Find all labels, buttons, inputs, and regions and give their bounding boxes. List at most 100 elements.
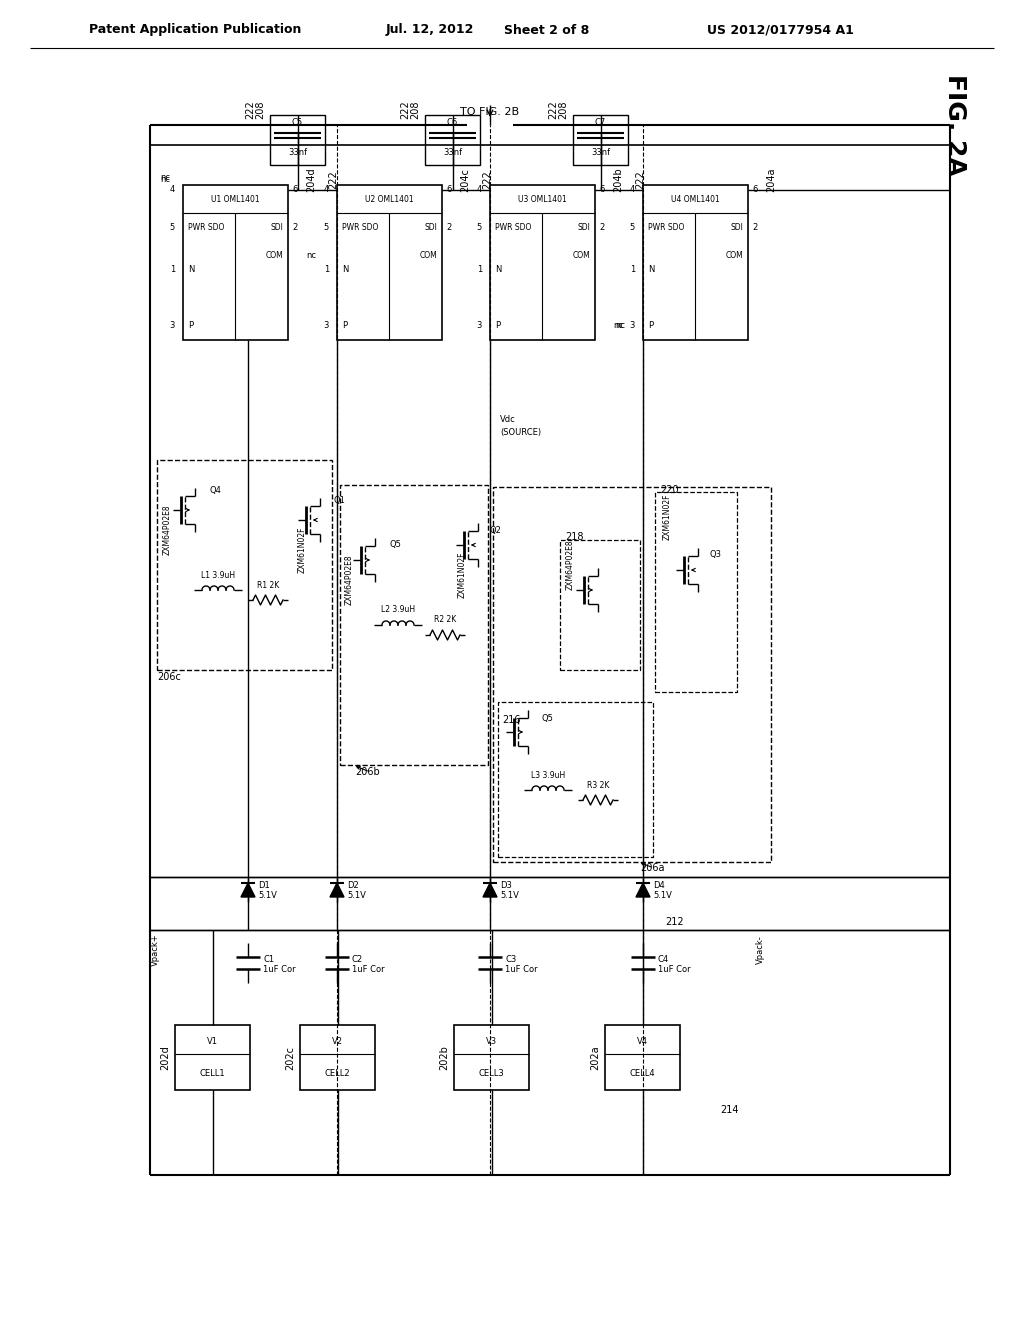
Polygon shape — [241, 883, 255, 898]
Bar — [183, 185, 288, 341]
Bar — [425, 115, 480, 165]
Text: Q4: Q4 — [210, 486, 222, 495]
Bar — [157, 459, 332, 671]
Text: 6: 6 — [599, 186, 604, 194]
Text: PWR SDO: PWR SDO — [648, 223, 684, 231]
Text: C7: C7 — [595, 117, 606, 127]
Bar — [490, 185, 595, 341]
Text: 4: 4 — [170, 186, 175, 194]
Text: 4: 4 — [324, 186, 329, 194]
Text: COM: COM — [419, 251, 437, 260]
Text: V2: V2 — [332, 1036, 343, 1045]
Text: 202d: 202d — [160, 1045, 170, 1071]
Text: L3 3.9uH: L3 3.9uH — [530, 771, 565, 780]
Polygon shape — [636, 883, 650, 898]
Text: 202c: 202c — [285, 1045, 295, 1069]
Text: C1: C1 — [263, 954, 274, 964]
Text: 4: 4 — [477, 186, 482, 194]
Text: U4 OML1401: U4 OML1401 — [671, 194, 720, 203]
Text: C6: C6 — [446, 117, 458, 127]
Text: 1uF Cor: 1uF Cor — [505, 965, 538, 974]
Text: ZXM61N02F: ZXM61N02F — [298, 527, 307, 573]
Bar — [454, 1026, 529, 1090]
Text: TO FIG. 2B: TO FIG. 2B — [461, 107, 519, 117]
Text: SDI: SDI — [730, 223, 743, 231]
Text: 3: 3 — [324, 322, 329, 330]
Text: 33nf: 33nf — [443, 148, 462, 157]
Text: CELL4: CELL4 — [630, 1069, 655, 1078]
Text: COM: COM — [265, 251, 283, 260]
Text: 212: 212 — [665, 917, 684, 927]
Polygon shape — [330, 883, 344, 898]
Bar — [175, 1026, 250, 1090]
Text: 5: 5 — [630, 223, 635, 231]
Bar — [643, 185, 748, 341]
Bar — [573, 115, 628, 165]
Text: 206a: 206a — [640, 863, 665, 873]
Bar — [655, 492, 737, 692]
Text: U1 OML1401: U1 OML1401 — [211, 194, 260, 203]
Text: 1uF Cor: 1uF Cor — [658, 965, 690, 974]
Text: PWR SDO: PWR SDO — [342, 223, 379, 231]
Text: 5.1V: 5.1V — [347, 891, 366, 900]
Bar — [605, 1026, 680, 1090]
Text: C3: C3 — [505, 954, 516, 964]
Text: N: N — [342, 265, 348, 275]
Text: 1: 1 — [630, 265, 635, 275]
Text: 204a: 204a — [766, 168, 776, 193]
Text: CELL2: CELL2 — [325, 1069, 350, 1078]
Text: COM: COM — [572, 251, 590, 260]
Bar — [340, 484, 488, 766]
Text: 6: 6 — [446, 186, 452, 194]
Bar — [337, 185, 442, 341]
Text: 3: 3 — [170, 322, 175, 330]
Text: 204c: 204c — [460, 168, 470, 191]
Text: 5: 5 — [477, 223, 482, 231]
Text: Q1: Q1 — [333, 495, 345, 504]
Text: 1: 1 — [324, 265, 329, 275]
Bar — [493, 487, 771, 862]
Text: SDI: SDI — [424, 223, 437, 231]
Text: Vpack-: Vpack- — [756, 936, 765, 965]
Text: C5: C5 — [292, 117, 303, 127]
Text: US 2012/0177954 A1: US 2012/0177954 A1 — [707, 24, 853, 37]
Text: V1: V1 — [207, 1036, 218, 1045]
Text: Q3: Q3 — [710, 550, 722, 560]
Text: 208: 208 — [410, 100, 420, 119]
Text: 204b: 204b — [613, 168, 623, 193]
Text: 216: 216 — [502, 715, 520, 725]
Text: D2: D2 — [347, 882, 358, 891]
Text: 222: 222 — [635, 170, 645, 189]
Text: 222: 222 — [548, 100, 558, 119]
Text: COM: COM — [725, 251, 743, 260]
Text: Q5: Q5 — [542, 714, 554, 722]
Bar — [498, 702, 653, 857]
Text: ZXM64P02E8: ZXM64P02E8 — [163, 504, 172, 556]
Bar — [300, 1026, 375, 1090]
Text: 206b: 206b — [355, 767, 380, 777]
Text: V4: V4 — [637, 1036, 648, 1045]
Text: N: N — [188, 265, 195, 275]
Text: nc: nc — [615, 322, 625, 330]
Text: 222: 222 — [400, 100, 410, 119]
Text: Jul. 12, 2012: Jul. 12, 2012 — [386, 24, 474, 37]
Text: 222: 222 — [328, 170, 338, 189]
Text: 1: 1 — [170, 265, 175, 275]
Text: 2: 2 — [292, 223, 297, 231]
Text: 222: 222 — [245, 100, 255, 119]
Text: 2: 2 — [446, 223, 452, 231]
Text: 33nf: 33nf — [288, 148, 307, 157]
Text: 6: 6 — [752, 186, 758, 194]
Text: P: P — [648, 322, 653, 330]
Text: Vdc: Vdc — [500, 416, 516, 425]
Text: SDI: SDI — [270, 223, 283, 231]
Text: 202a: 202a — [590, 1045, 600, 1069]
Bar — [560, 540, 640, 671]
Text: 208: 208 — [255, 100, 265, 119]
Text: V3: V3 — [486, 1036, 497, 1045]
Text: SDI: SDI — [578, 223, 590, 231]
Text: Patent Application Publication: Patent Application Publication — [89, 24, 301, 37]
Polygon shape — [483, 883, 497, 898]
Text: 2: 2 — [599, 223, 604, 231]
Text: PWR SDO: PWR SDO — [495, 223, 531, 231]
